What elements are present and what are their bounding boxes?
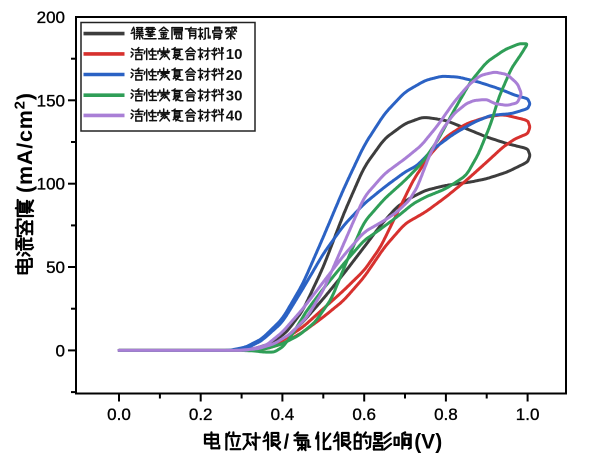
svg-text:0.8: 0.8 <box>434 405 458 424</box>
svg-text:0.0: 0.0 <box>107 405 131 424</box>
svg-text:0.2: 0.2 <box>189 405 213 424</box>
svg-text:0: 0 <box>56 341 65 360</box>
svg-text:40: 40 <box>226 108 243 125</box>
svg-text:0.6: 0.6 <box>352 405 376 424</box>
svg-text:150: 150 <box>37 91 65 110</box>
svg-text:20: 20 <box>226 67 243 84</box>
svg-text:30: 30 <box>226 88 243 105</box>
svg-text:1.0: 1.0 <box>516 405 540 424</box>
svg-text:10: 10 <box>226 46 243 63</box>
svg-text:(V): (V) <box>414 431 442 454</box>
svg-text:(mA/cm2): (mA/cm2) <box>12 92 38 193</box>
svg-text:200: 200 <box>37 8 65 27</box>
svg-text:100: 100 <box>37 175 65 194</box>
svg-text:50: 50 <box>46 258 65 277</box>
svg-text:/: / <box>284 432 290 454</box>
svg-text:0.4: 0.4 <box>271 405 295 424</box>
